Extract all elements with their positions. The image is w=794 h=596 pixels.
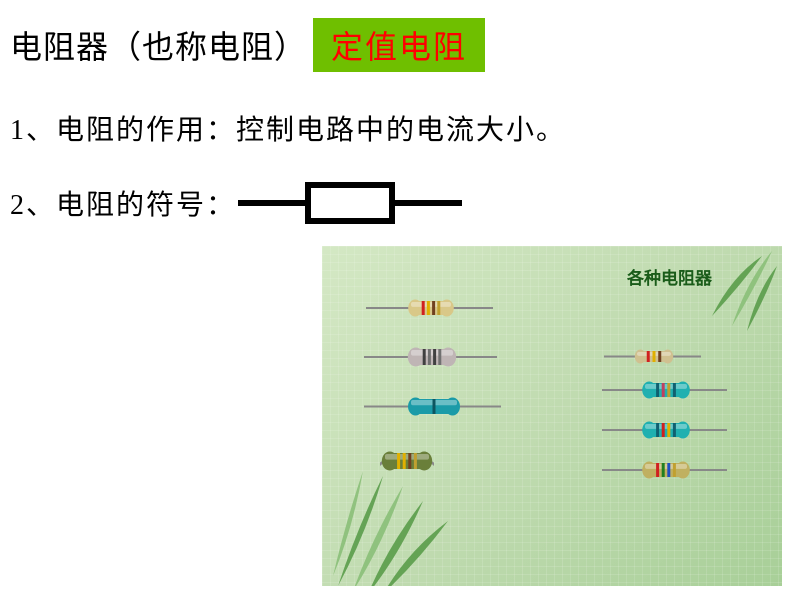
photo-title: 各种电阻器 [627,264,712,289]
page-title: 电阻器（也称电阻） [10,22,307,68]
resistor-component [600,460,732,484]
point-2-text: 2、电阻的符号： [10,183,236,223]
resistor-component [362,396,506,421]
fixed-resistor-badge: 定值电阻 [313,18,485,72]
resistor-component [600,380,732,404]
resistor-component [602,348,706,369]
resistor-symbol-icon [236,178,476,228]
bamboo-leaf-icon [692,246,782,336]
resistors-photo: 各种电阻器 [322,246,782,586]
resistor-component [364,298,498,322]
resistor-component [380,450,434,520]
resistor-component [600,420,732,444]
resistor-component [362,346,502,372]
point-1-text: 1、电阻的作用：控制电路中的电流大小。 [0,72,794,148]
